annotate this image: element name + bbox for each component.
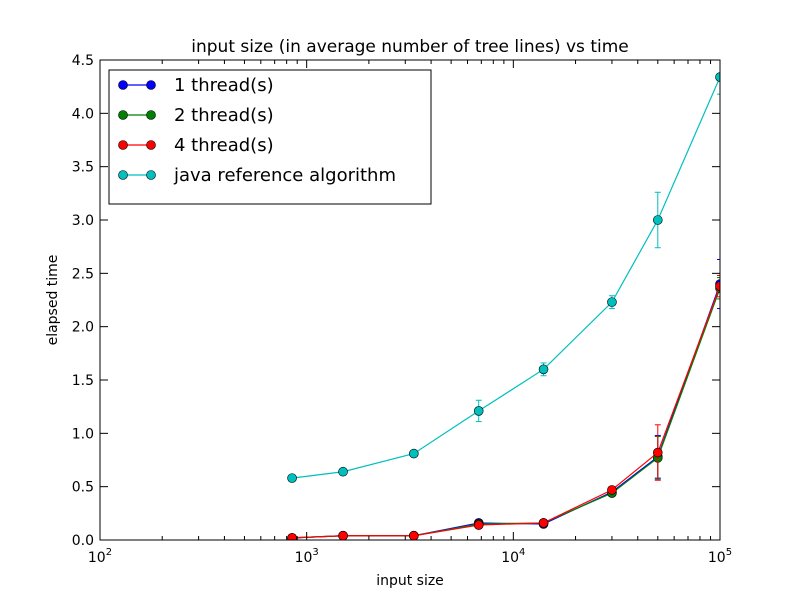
y-tick-label: 3.5 bbox=[72, 160, 94, 176]
x-tick-label: 102 bbox=[88, 547, 112, 566]
legend-label: 1 thread(s) bbox=[174, 75, 274, 96]
legend-entry: 4 thread(s) bbox=[118, 135, 274, 156]
legend-marker bbox=[146, 140, 156, 150]
data-point bbox=[607, 485, 617, 495]
axis-ticks: 102 103 104 105 0.0 0.5 1.0 1.5 2.0 2.5 3.0 3.5 4.0 4… bbox=[72, 53, 732, 566]
y-tick-label: 3.0 bbox=[72, 213, 94, 229]
x-tick-label: 105 bbox=[708, 547, 732, 566]
plot-inner bbox=[287, 60, 720, 540]
series-line bbox=[292, 285, 720, 539]
legend-entry: 2 thread(s) bbox=[118, 105, 274, 126]
legend: 1 thread(s) 2 thread(s) 4 thread(s) java re… bbox=[108, 69, 432, 205]
legend-marker bbox=[146, 80, 156, 90]
plot-frame bbox=[99, 59, 721, 541]
legend-marker bbox=[146, 170, 156, 180]
x-tick-label: 103 bbox=[295, 547, 319, 566]
series-4 bbox=[287, 60, 720, 483]
y-tick-label: 4.5 bbox=[72, 53, 94, 69]
data-point bbox=[538, 364, 549, 375]
y-tick-label: 1.0 bbox=[72, 426, 94, 442]
y-tick-label: 2.0 bbox=[72, 320, 94, 336]
x-axis-label: input size bbox=[376, 573, 444, 589]
legend-box bbox=[108, 69, 432, 205]
data-point bbox=[338, 466, 348, 477]
legend-label: java reference algorithm bbox=[173, 165, 396, 186]
y-tick-label: 0.0 bbox=[72, 533, 94, 549]
legend-entry: java reference algorithm bbox=[118, 165, 396, 186]
y-tick-label: 2.5 bbox=[72, 266, 94, 282]
x-tick-label: 104 bbox=[501, 547, 525, 566]
legend-marker bbox=[118, 110, 128, 120]
data-point bbox=[338, 530, 348, 540]
legend-entry: 1 thread(s) bbox=[118, 75, 274, 96]
data-point bbox=[607, 297, 617, 307]
legend-label: 2 thread(s) bbox=[174, 105, 274, 126]
legend-marker bbox=[118, 80, 128, 90]
data-point bbox=[652, 447, 663, 458]
data-point bbox=[473, 406, 484, 416]
data-point bbox=[652, 215, 663, 225]
legend-label: 4 thread(s) bbox=[174, 135, 274, 156]
data-point bbox=[715, 281, 720, 291]
data-point bbox=[409, 530, 419, 540]
legend-marker bbox=[118, 140, 128, 150]
legend-marker bbox=[118, 170, 128, 180]
legend-marker bbox=[146, 110, 156, 120]
data-point bbox=[473, 520, 484, 530]
y-tick-label: 4.0 bbox=[72, 106, 94, 122]
data-point bbox=[538, 518, 549, 528]
data-point bbox=[409, 448, 419, 459]
chart-title: input size (in average number of tree li… bbox=[191, 37, 628, 57]
series-3 bbox=[287, 274, 720, 540]
y-tick-label: 1.5 bbox=[72, 373, 94, 389]
data-point bbox=[287, 533, 297, 540]
data-point bbox=[287, 473, 297, 483]
plot-area bbox=[287, 60, 720, 540]
y-axis-label: elapsed time bbox=[45, 255, 61, 346]
y-tick-label: 0.5 bbox=[72, 480, 94, 496]
data-point bbox=[715, 72, 720, 82]
series-line bbox=[292, 76, 720, 479]
